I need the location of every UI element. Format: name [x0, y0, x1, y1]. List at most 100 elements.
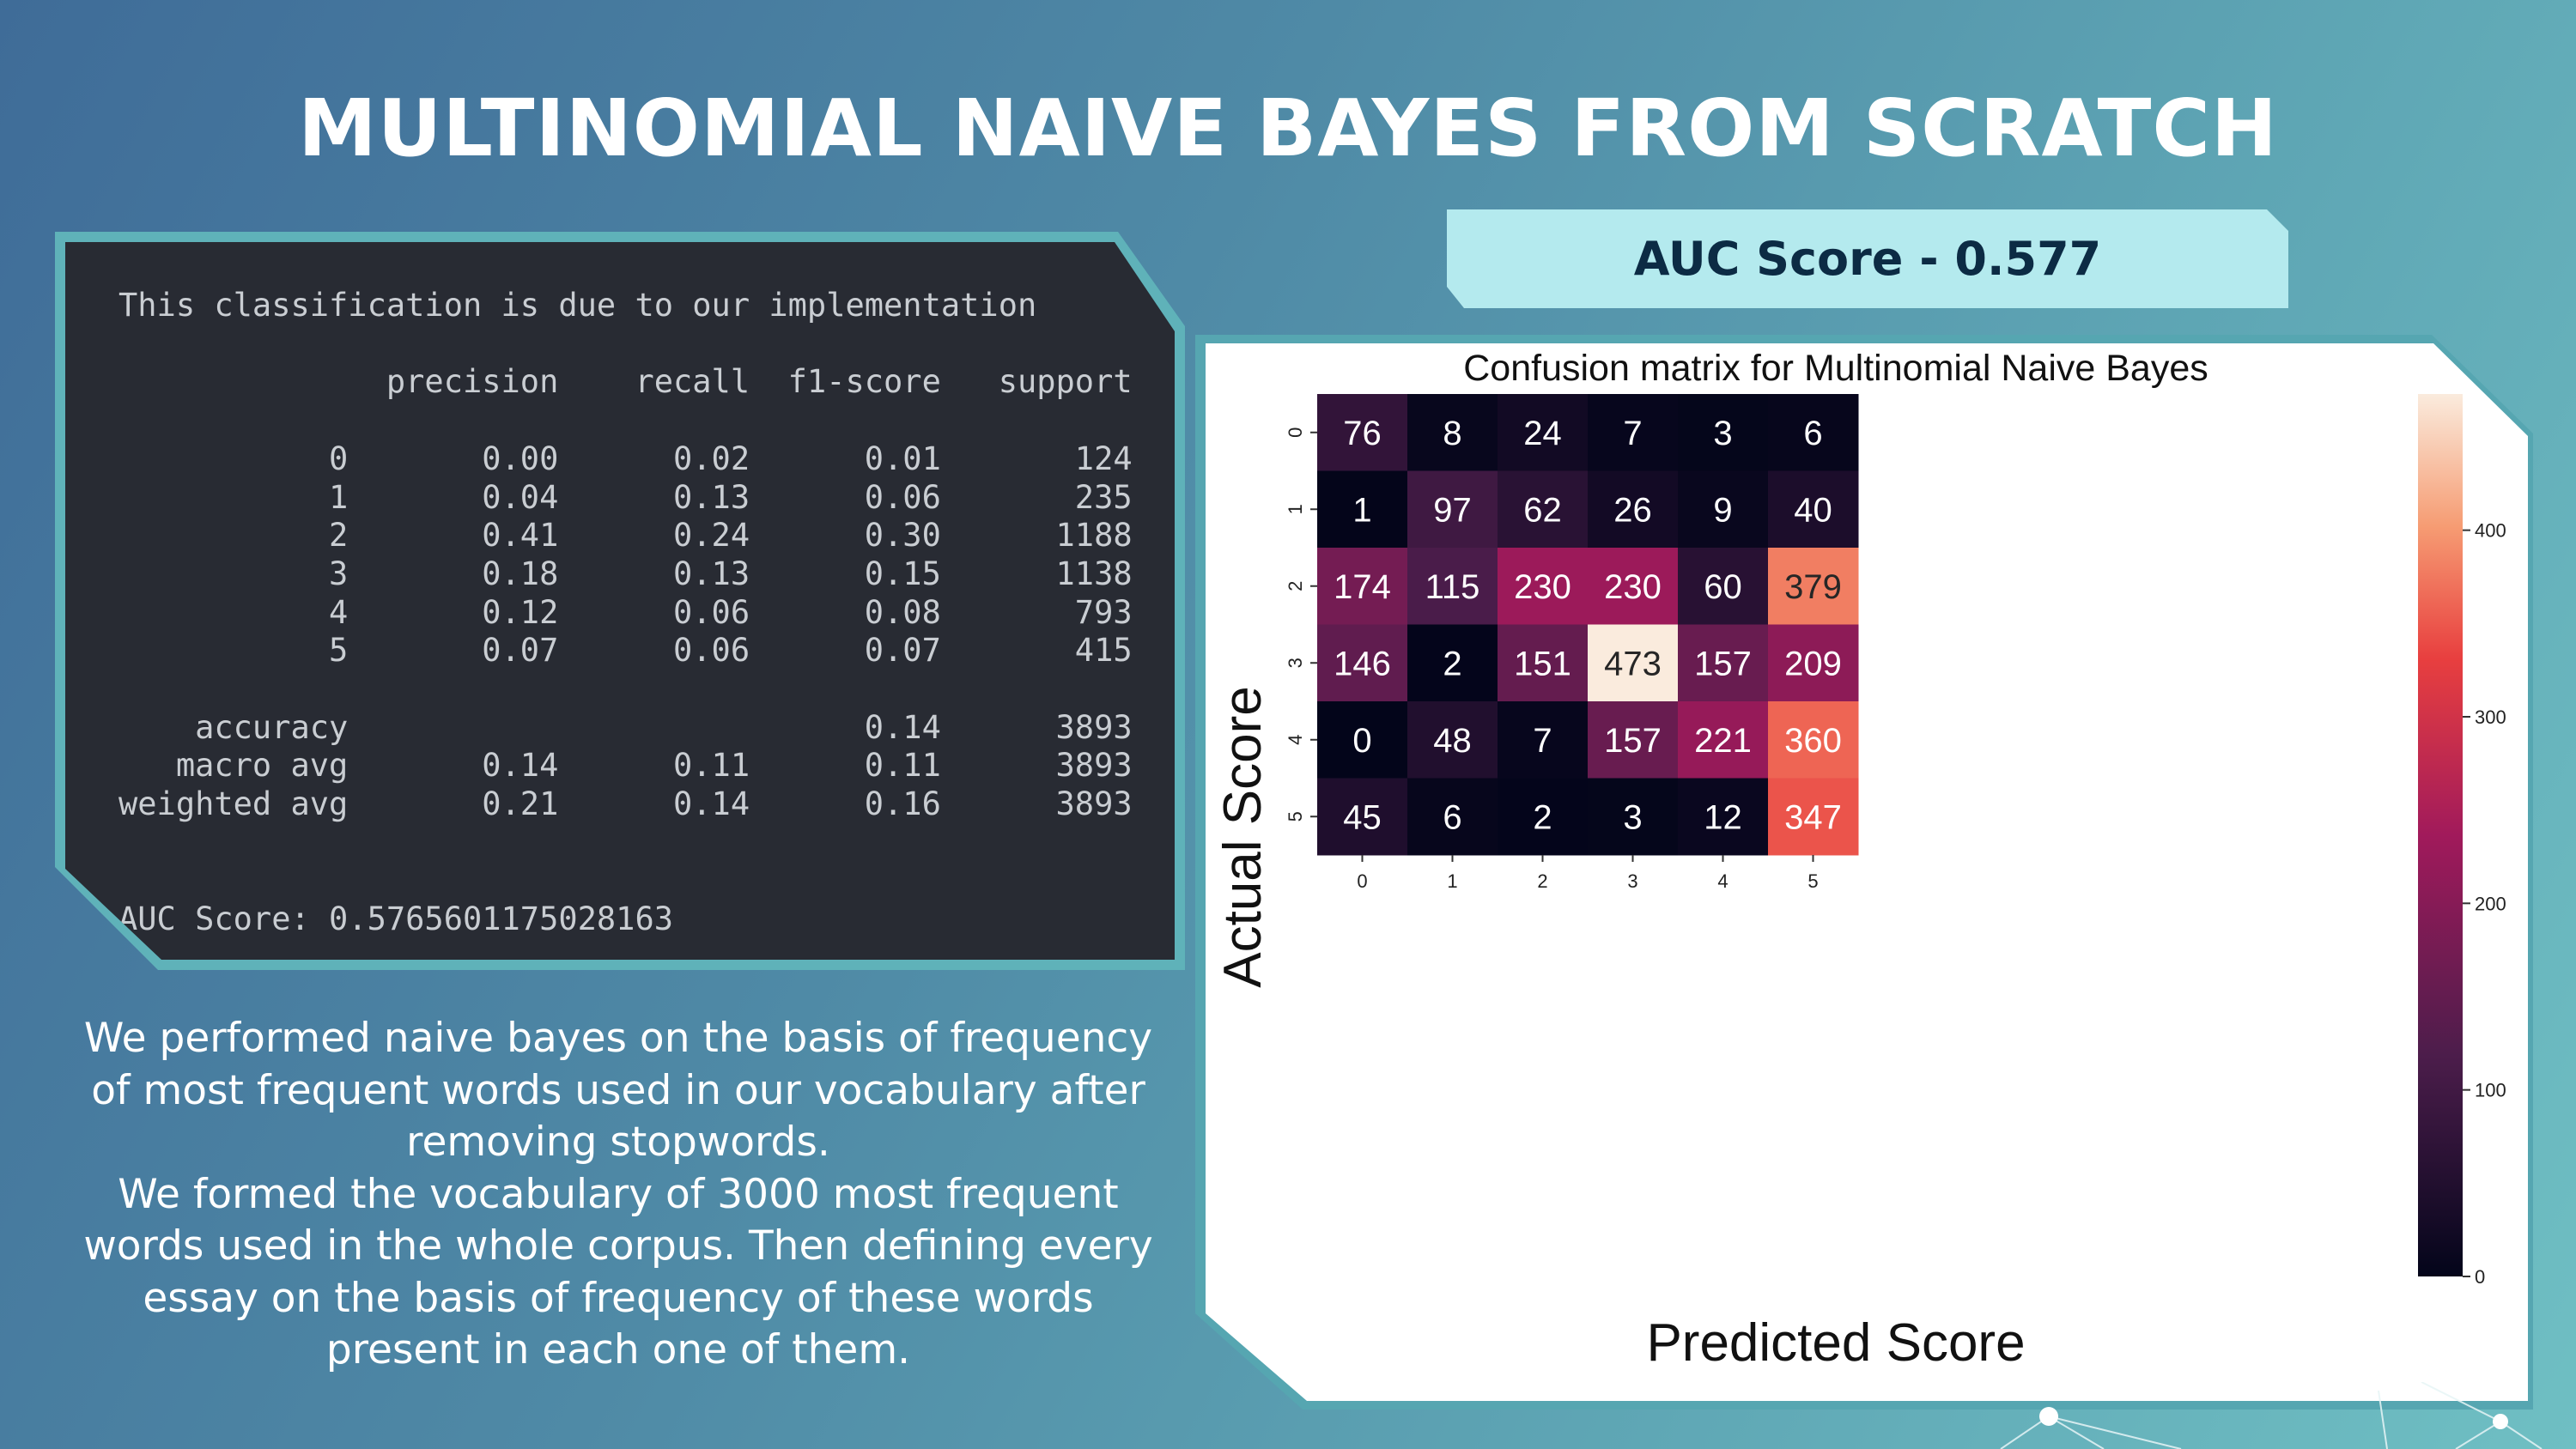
description-line: present in each one of them. [325, 1326, 911, 1373]
slide-title: MULTINOMIAL NAIVE BAYES FROM SCRATCH [298, 82, 2278, 174]
heatmap-cell [1588, 394, 1679, 471]
heatmap-cell [1317, 778, 1408, 856]
colorbar-tick-label: 200 [2475, 893, 2506, 914]
heatmap-cell [1768, 470, 1859, 549]
x-tick-label: 5 [1807, 870, 1818, 892]
heatmap-cell-label: 0 [1352, 722, 1371, 760]
heatmap-cell-label: 473 [1604, 645, 1662, 682]
heatmap-cell [1317, 470, 1408, 549]
heatmap-cell-label: 8 [1443, 415, 1461, 452]
classification-report-panel: This classification is due to our implem… [55, 232, 1185, 970]
heatmap-cell-label: 48 [1433, 722, 1472, 760]
heatmap-cell-label: 151 [1514, 645, 1571, 682]
description-line: words used in the whole corpus. Then def… [83, 1222, 1153, 1270]
network-decoration [2000, 1382, 2543, 1449]
heatmap-cell-label: 12 [1704, 798, 1742, 836]
heatmap-cell [1407, 470, 1498, 549]
heatmap-cell-label: 40 [1794, 491, 1832, 529]
heatmap-cell [1407, 624, 1498, 702]
heatmap-cell [1768, 701, 1859, 779]
heatmap-cell-label: 157 [1604, 722, 1662, 760]
heatmap-cell-label: 1 [1352, 491, 1371, 529]
y-tick-label: 0 [1285, 427, 1306, 438]
heatmap-cell [1498, 548, 1589, 625]
heatmap-cell [1498, 624, 1589, 702]
heatmap-cell-label: 174 [1334, 568, 1391, 606]
y-tick-label: 3 [1285, 658, 1306, 668]
heatmap-cell-label: 360 [1784, 722, 1842, 760]
heatmap-cell [1588, 624, 1679, 702]
heatmap-cell [1678, 624, 1769, 702]
heatmap-cell-label: 9 [1713, 491, 1732, 529]
heatmap-cell-label: 146 [1334, 645, 1391, 682]
heatmap-cell [1407, 548, 1498, 625]
heatmap-cell [1317, 624, 1408, 702]
y-tick-label: 1 [1285, 504, 1306, 514]
colorbar-tick-label: 300 [2475, 706, 2506, 728]
x-tick-label: 1 [1447, 870, 1457, 892]
description-line: We performed naive bayes on the basis of… [83, 1015, 1153, 1062]
heatmap-cell [1498, 470, 1589, 549]
heatmap-cell [1588, 778, 1679, 856]
x-tick-label: 0 [1357, 870, 1367, 892]
heatmap-cell [1407, 394, 1498, 471]
heatmap-cell [1407, 701, 1498, 779]
heatmap-cell-label: 6 [1803, 415, 1822, 452]
heatmap-cell-label: 76 [1343, 415, 1382, 452]
x-axis-label: Predicted Score [1646, 1313, 2025, 1373]
heatmap-cell-label: 379 [1784, 568, 1842, 606]
colorbar-tick-label: 100 [2475, 1080, 2506, 1101]
heatmap-cell [1498, 394, 1589, 471]
heatmap-cell-label: 24 [1523, 415, 1562, 452]
heatmap-cell-label: 2 [1533, 798, 1552, 836]
heatmap-cell [1678, 548, 1769, 625]
heatmap-cell [1407, 778, 1498, 856]
classification-report-text: This classification is due to our implem… [118, 287, 1133, 938]
heatmap-cell-label: 230 [1514, 568, 1571, 606]
x-tick-label: 2 [1537, 870, 1547, 892]
description-line: essay on the basis of frequency of these… [143, 1274, 1094, 1322]
heatmap-cell-label: 115 [1425, 568, 1480, 606]
y-tick-label: 2 [1285, 581, 1306, 591]
heatmap-cell-label: 7 [1623, 415, 1642, 452]
heatmap-cell [1678, 701, 1769, 779]
heatmap-cell [1678, 394, 1769, 471]
x-tick-label: 3 [1627, 870, 1637, 892]
x-tick-label: 4 [1717, 870, 1728, 892]
heatmap-cell [1768, 778, 1859, 856]
heatmap-cell-label: 62 [1523, 491, 1562, 529]
heatmap-cell [1317, 394, 1408, 471]
heatmap-cell-label: 2 [1443, 645, 1461, 682]
colorbar-tick-label: 0 [2475, 1266, 2485, 1288]
heatmap-cell [1588, 470, 1679, 549]
y-axis-label: Actual Score [1213, 686, 1273, 988]
heatmap-cell [1317, 701, 1408, 779]
heatmap-cell [1678, 778, 1769, 856]
description-line: removing stopwords. [406, 1119, 830, 1166]
heatmap-cell [1498, 778, 1589, 856]
heatmap-cell-label: 3 [1713, 415, 1732, 452]
heatmap-cell-label: 60 [1704, 568, 1742, 606]
heatmap-cell-label: 3 [1623, 798, 1642, 836]
heatmap-cell [1768, 548, 1859, 625]
heatmap-cell-label: 209 [1784, 645, 1842, 682]
description-line: of most frequent words used in our vocab… [91, 1066, 1145, 1114]
heatmap-cell-label: 26 [1613, 491, 1652, 529]
y-tick-label: 5 [1285, 811, 1306, 822]
heatmap-cell-label: 97 [1433, 491, 1472, 529]
heatmap-cell [1678, 470, 1769, 549]
heatmap-cell-label: 45 [1343, 798, 1382, 836]
heatmap-cell [1768, 624, 1859, 702]
heatmap-cell [1588, 548, 1679, 625]
chart-title: Confusion matrix for Multinomial Naive B… [1463, 348, 2208, 389]
description-line: We formed the vocabulary of 3000 most fr… [118, 1170, 1119, 1218]
heatmap-cell [1498, 701, 1589, 779]
description-text: We performed naive bayes on the basis of… [77, 1013, 1159, 1377]
heatmap-cell [1317, 548, 1408, 625]
colorbar-tick-label: 400 [2475, 520, 2506, 542]
heatmap-cell [1588, 701, 1679, 779]
heatmap-cell-label: 7 [1533, 722, 1552, 760]
colorbar [2418, 394, 2463, 1276]
heatmap-cell-label: 221 [1694, 722, 1752, 760]
